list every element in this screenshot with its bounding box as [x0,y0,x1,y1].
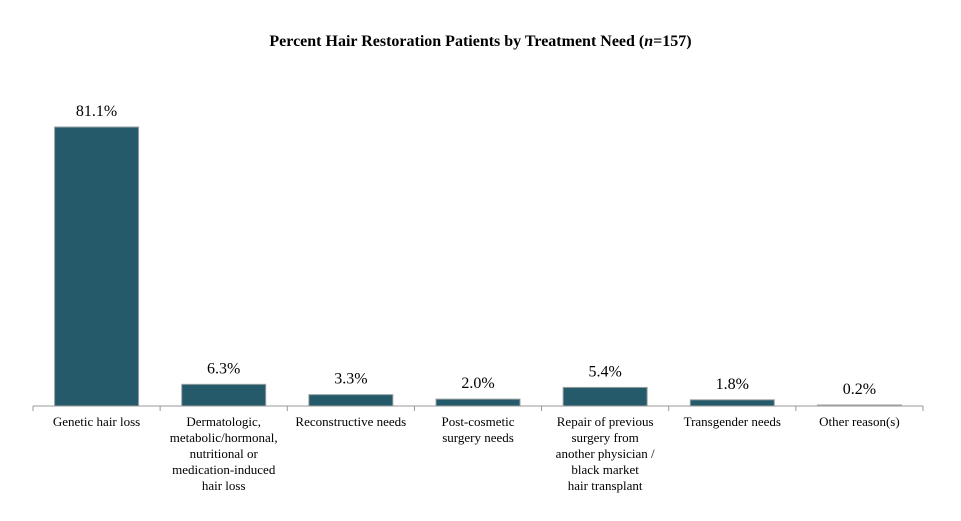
bar-3 [435,398,521,407]
category-label-0: Genetic hair loss [34,414,160,430]
category-label-1-line-3: medication-induced [172,462,276,477]
category-label-1-line-0: Dermatologic, [186,414,262,429]
category-label-5-line-0: Transgender needs [683,414,781,429]
category-label-1: Dermatologic, metabolic/hormonal, nutritio… [161,414,287,494]
value-label-5: 1.8% [716,376,749,393]
bar-4 [562,386,648,407]
bar-0 [54,126,140,407]
value-label-0: 81.1% [76,103,117,120]
category-label-5: Transgender needs [669,414,795,430]
category-label-4-line-2: another physician / [555,446,655,461]
category-label-1-line-1: metabolic/hormonal, [169,430,278,445]
category-label-3-line-0: Post-cosmetic [441,414,515,429]
category-label-6-line-0: Other reason(s) [819,414,900,429]
chart-title: Percent Hair Restoration Patients by Tre… [0,33,961,51]
category-label-2-line-0: Reconstructive needs [295,414,407,429]
category-label-4-line-4: hair transplant [567,478,643,493]
category-label-4-line-0: Repair of previous [556,414,654,429]
chart-title-suffix: =157) [653,33,692,50]
value-label-4: 5.4% [588,363,621,380]
category-label-4-line-1: surgery from [571,430,639,445]
category-label-0-line-0: Genetic hair loss [52,414,141,429]
chart-title-prefix: Percent Hair Restoration Patients by Tre… [269,33,645,50]
value-label-3: 2.0% [461,375,494,392]
bar-5 [689,399,775,407]
category-label-6: Other reason(s) [796,414,922,430]
category-label-1-line-4: hair loss [201,478,246,493]
category-label-1-line-2: nutritional or [189,446,258,461]
category-label-4: Repair of previous surgery from another ph… [542,414,668,494]
value-label-6: 0.2% [843,381,876,398]
category-label-2: Reconstructive needs [288,414,414,430]
bar-1 [181,383,267,407]
value-label-2: 3.3% [334,371,367,388]
value-label-1: 6.3% [207,360,240,377]
category-label-3: Post-cosmetic surgery needs [415,414,541,446]
bar-2 [308,394,394,407]
chart-title-n: n [644,33,654,50]
category-label-4-line-3: black market [571,462,639,477]
category-label-3-line-1: surgery needs [442,430,514,445]
